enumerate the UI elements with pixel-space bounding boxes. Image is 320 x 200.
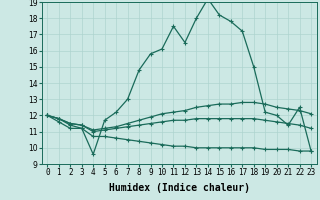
X-axis label: Humidex (Indice chaleur): Humidex (Indice chaleur)	[109, 183, 250, 193]
